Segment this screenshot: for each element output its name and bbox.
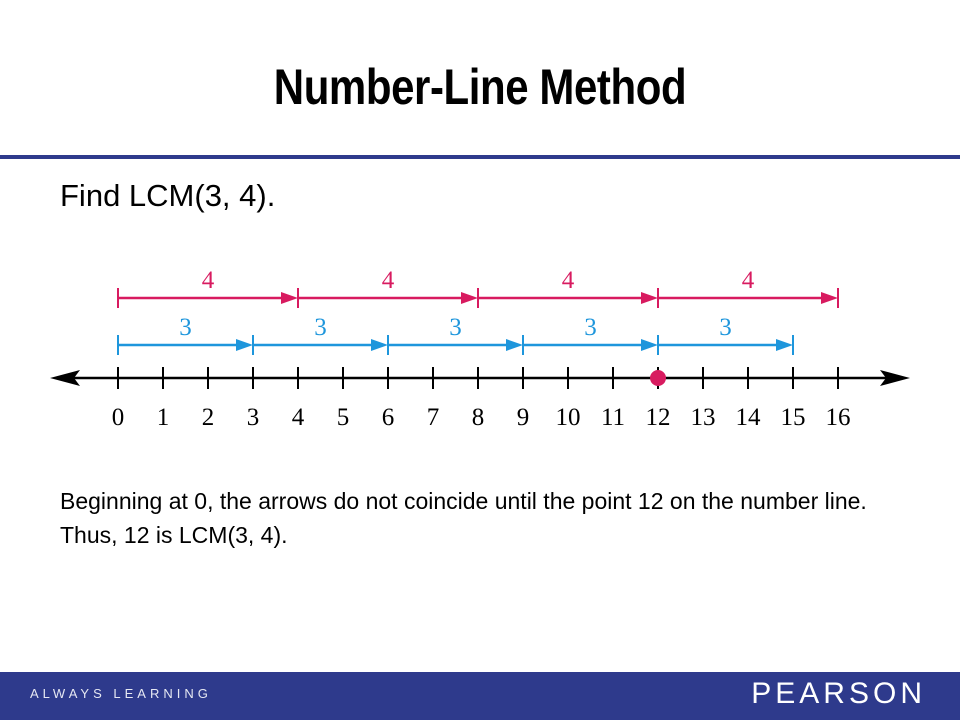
jump-label: 4 [382, 267, 395, 294]
title-divider [0, 155, 960, 159]
jump-arrowhead [641, 292, 658, 304]
jump-label: 4 [562, 267, 575, 294]
tick-label: 4 [292, 404, 305, 431]
tick-label: 6 [382, 404, 395, 431]
jump-arrows: 4 4 4 43 3 3 3 3 [117, 267, 839, 355]
jump-label: 3 [179, 314, 192, 341]
number-line-diagram: 4 4 4 43 3 3 3 3 0 1 2 3 4 5 6 7 8 9 10 11 12 13 14 15 16 [50, 267, 910, 431]
axis-right-arrowhead [880, 370, 910, 386]
problem-prompt: Find LCM(3, 4). [60, 178, 276, 213]
tick-label: 14 [736, 404, 762, 431]
jump-label: 3 [449, 314, 462, 341]
tick-label: 9 [517, 404, 530, 431]
footer-tagline: ALWAYS LEARNING [30, 686, 212, 701]
tick-label: 3 [247, 404, 260, 431]
tick-label: 13 [691, 404, 716, 431]
lcm-point-marker [650, 370, 666, 386]
jump-label: 3 [719, 314, 732, 341]
axis-left-arrowhead [50, 370, 80, 386]
jump-arrowhead [281, 292, 298, 304]
tick-label: 0 [112, 404, 125, 431]
tick-label: 8 [472, 404, 485, 431]
tick-label: 7 [427, 404, 440, 431]
tick-label: 10 [556, 404, 581, 431]
jump-arrowhead [641, 339, 658, 351]
tick-label: 16 [826, 404, 851, 431]
tick-label: 5 [337, 404, 350, 431]
tick-label: 2 [202, 404, 215, 431]
tick-label: 11 [601, 404, 625, 431]
jump-arrowhead [461, 292, 478, 304]
jump-label: 3 [584, 314, 597, 341]
jump-arrowhead [821, 292, 838, 304]
jump-arrowhead [236, 339, 253, 351]
footer-brand-logo: PEARSON [751, 677, 926, 710]
jump-arrowhead [371, 339, 388, 351]
jump-label: 3 [314, 314, 327, 341]
jump-label: 4 [202, 267, 215, 294]
number-line: 0 1 2 3 4 5 6 7 8 9 10 11 12 13 14 15 16 [50, 367, 910, 431]
tick-label: 1 [157, 404, 170, 431]
jump-label: 4 [742, 267, 755, 294]
footer-bar: ALWAYS LEARNING PEARSON [0, 672, 960, 720]
tick-label: 15 [781, 404, 806, 431]
jump-arrowhead [506, 339, 523, 351]
jump-arrowhead [776, 339, 793, 351]
slide-title: Number-Line Method [273, 59, 687, 115]
tick-label: 12 [646, 404, 671, 431]
explanation-text: Beginning at 0, the arrows do not coinci… [60, 488, 867, 548]
